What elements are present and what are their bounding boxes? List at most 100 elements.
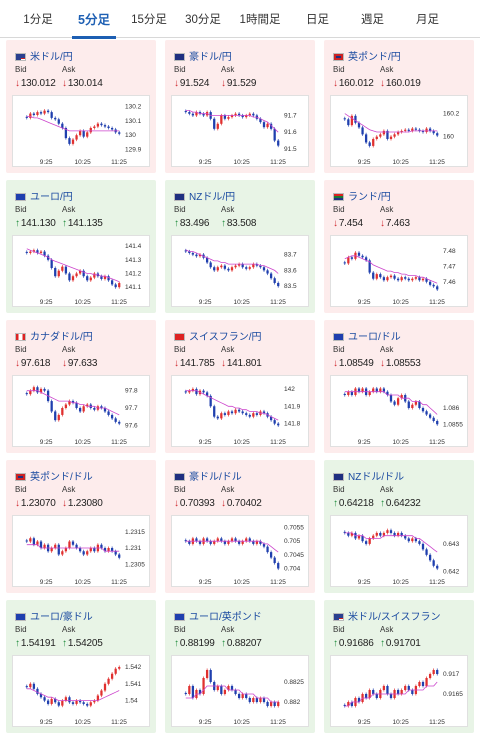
- candle-body: [100, 406, 103, 408]
- candle-body: [411, 278, 414, 281]
- pair-title-link[interactable]: 米ドル/円: [15, 48, 73, 63]
- mini-candlestick-chart[interactable]: 91.7 91.6 91.5 9:25 10:25 11:25: [171, 95, 309, 167]
- arrow-up-icon: ↑: [15, 218, 20, 229]
- candle-body: [195, 254, 198, 257]
- pair-title-link[interactable]: 英ポンド/ドル: [15, 468, 93, 483]
- rate-card-cad-jpy[interactable]: カナダドル/円 Bid ↓97.618 Ask ↓97.633 97.8 97.7 97.6 9…: [6, 320, 156, 453]
- bid-price: ↓97.618: [15, 358, 50, 369]
- candle-body: [266, 270, 269, 274]
- candle-body: [368, 538, 371, 544]
- y-tick-label: 141.4: [125, 243, 142, 250]
- rate-card-nzd-usd[interactable]: NZドル/ドル Bid ↑0.64218 Ask ↑0.64232 0.643 0.642 9…: [324, 460, 474, 593]
- mini-candlestick-chart[interactable]: 0.7055 0.705 0.7045 0.704 9:25 10:25 11:25: [171, 515, 309, 587]
- rate-card-usd-jpy[interactable]: 米ドル/円 Bid ↓130.012 Ask ↓130.014 130.2 130.1 130…: [6, 40, 156, 173]
- rate-card-zar-jpy[interactable]: ランド/円 Bid ↓7.454 Ask ↓7.463 7.48 7.47 7.46 9:25 1…: [324, 180, 474, 313]
- candle-body: [103, 276, 107, 279]
- bid-price: ↓141.785: [174, 358, 215, 369]
- rate-card-eur-usd[interactable]: ユーロ/ドル Bid ↓1.08549 Ask ↓1.08553 1.086 1.0855 9…: [324, 320, 474, 453]
- candle-body: [347, 532, 350, 536]
- candle-body: [89, 702, 92, 706]
- rate-card-chf-jpy[interactable]: スイスフラン/円 Bid ↓141.785 Ask ↓141.801 142 141.9 14…: [165, 320, 315, 453]
- pair-title-link[interactable]: 米ドル/スイスフラン: [333, 608, 440, 623]
- rate-card-nzd-jpy[interactable]: NZドル/円 Bid ↑83.496 Ask ↑83.508 83.7 83.6 83.5 9:…: [165, 180, 315, 313]
- candle-body: [184, 111, 187, 113]
- mini-candlestick-chart[interactable]: 142 141.9 141.8 9:25 10:25 11:25: [171, 375, 309, 447]
- rate-card-usd-chf[interactable]: 米ドル/スイスフラン Bid ↑0.91686 Ask ↑0.91701 0.917 0.9…: [324, 600, 474, 733]
- tab-日足[interactable]: 日足: [290, 0, 345, 38]
- moving-average-line: [26, 544, 120, 552]
- x-tick-label: 10:25: [233, 439, 250, 446]
- candle-body: [379, 274, 382, 278]
- rate-card-eur-jpy[interactable]: ユーロ/円 Bid ↑141.130 Ask ↑141.135 141.4 141.3 141…: [6, 180, 156, 313]
- rate-card-gbp-usd[interactable]: 英ポンド/ドル Bid ↓1.23070 Ask ↓1.23080 1.2315 1.231…: [6, 460, 156, 593]
- candle-body: [393, 532, 396, 536]
- pair-title-link[interactable]: ユーロ/円: [15, 188, 73, 203]
- candle-body: [421, 682, 425, 686]
- candle-body: [223, 265, 227, 269]
- mini-candlestick-chart[interactable]: 1.2315 1.231 1.2305 9:25 10:25 11:25: [12, 515, 150, 587]
- candle-body: [107, 411, 110, 415]
- rate-card-aud-usd[interactable]: 豪ドル/ドル Bid ↓0.70393 Ask ↓0.70402 0.7055 0.705 0…: [165, 460, 315, 593]
- candle-body: [393, 275, 396, 279]
- tab-月足[interactable]: 月足: [400, 0, 455, 38]
- pair-title-link[interactable]: ユーロ/ドル: [333, 328, 401, 343]
- candle-body: [71, 139, 75, 144]
- candle-body: [357, 698, 361, 702]
- pair-title-link[interactable]: 豪ドル/円: [174, 48, 232, 63]
- x-tick-label: 9:25: [199, 579, 212, 586]
- candle-body: [198, 254, 202, 257]
- tab-5分足[interactable]: 5分足: [66, 0, 122, 39]
- mini-candlestick-chart[interactable]: 0.643 0.642 9:25 10:25 11:25: [330, 515, 468, 587]
- candle-body: [64, 548, 68, 552]
- arrow-up-icon: ↑: [380, 638, 385, 649]
- pair-title-link[interactable]: NZドル/ドル: [333, 468, 404, 483]
- tab-1時間足[interactable]: 1時間足: [230, 0, 290, 38]
- candle-body: [107, 126, 110, 128]
- pair-title-link[interactable]: ランド/円: [333, 188, 391, 203]
- candle-body: [223, 413, 227, 415]
- rate-card-aud-jpy[interactable]: 豪ドル/円 Bid ↓91.524 Ask ↓91.529 91.7 91.6 91.5 9:2…: [165, 40, 315, 173]
- pair-title-link[interactable]: 豪ドル/ドル: [174, 468, 242, 483]
- mini-candlestick-chart[interactable]: 1.086 1.0855 9:25 10:25 11:25: [330, 375, 468, 447]
- candle-body: [46, 110, 50, 113]
- mini-candlestick-chart[interactable]: 1.542 1.541 1.54 9:25 10:25 11:25: [12, 655, 150, 727]
- mini-candlestick-chart[interactable]: 83.7 83.6 83.5 9:25 10:25 11:25: [171, 235, 309, 307]
- tab-30分足[interactable]: 30分足: [176, 0, 230, 38]
- candle-body: [343, 118, 346, 120]
- x-tick-label: 10:25: [74, 159, 91, 166]
- candle-body: [195, 388, 198, 395]
- candle-body: [386, 391, 389, 395]
- rate-card-gbp-jpy[interactable]: 英ポンド/円 Bid ↓160.012 Ask ↓160.019 160.2 160 9:25…: [324, 40, 474, 173]
- rate-card-eur-gbp[interactable]: ユーロ/英ポンド Bid ↑0.88199 Ask ↑0.88207 0.8825 0.88…: [165, 600, 315, 733]
- tab-1分足[interactable]: 1分足: [12, 0, 64, 38]
- candle-body: [75, 273, 78, 277]
- candle-body: [46, 700, 50, 704]
- ch-flag-icon: [174, 333, 185, 341]
- pair-title-link[interactable]: カナダドル/円: [15, 328, 93, 343]
- candle-body: [89, 277, 92, 281]
- pair-title-link[interactable]: 英ポンド/円: [333, 48, 401, 63]
- pair-title-link[interactable]: スイスフラン/円: [174, 328, 261, 343]
- candle-body: [262, 122, 266, 128]
- candle-body: [100, 276, 103, 279]
- candle-body: [425, 549, 428, 555]
- x-tick-label: 10:25: [233, 579, 250, 586]
- rate-card-eur-aud[interactable]: ユーロ/豪ドル Bid ↑1.54191 Ask ↑1.54205 1.542 1.541 1…: [6, 600, 156, 733]
- pair-title-link[interactable]: NZドル/円: [174, 188, 235, 203]
- pair-title-link[interactable]: ユーロ/英ポンド: [174, 608, 262, 623]
- mini-candlestick-chart[interactable]: 160.2 160 9:25 10:25 11:25: [330, 95, 468, 167]
- pair-title-link[interactable]: ユーロ/豪ドル: [15, 608, 93, 623]
- x-tick-label: 11:25: [429, 579, 445, 586]
- candle-body: [86, 703, 89, 706]
- mini-candlestick-chart[interactable]: 130.2 130.1 130 129.9 9:25 10:25 11:25: [12, 95, 150, 167]
- mini-candlestick-chart[interactable]: 97.8 97.7 97.6 9:25 10:25 11:25: [12, 375, 150, 447]
- mini-candlestick-chart[interactable]: 0.917 0.9165 9:25 10:25 11:25: [330, 655, 468, 727]
- mini-candlestick-chart[interactable]: 0.8825 0.882 9:25 10:25 11:25: [171, 655, 309, 727]
- tab-週足[interactable]: 週足: [345, 0, 400, 38]
- mini-candlestick-chart[interactable]: 7.48 7.47 7.46 9:25 10:25 11:25: [330, 235, 468, 307]
- candle-body: [277, 702, 280, 706]
- candle-body: [252, 413, 255, 417]
- mini-candlestick-chart[interactable]: 141.4 141.3 141.2 141.1 9:25 10:25 11:25: [12, 235, 150, 307]
- bid-price: ↑1.54191: [15, 638, 56, 649]
- tab-15分足[interactable]: 15分足: [122, 0, 176, 38]
